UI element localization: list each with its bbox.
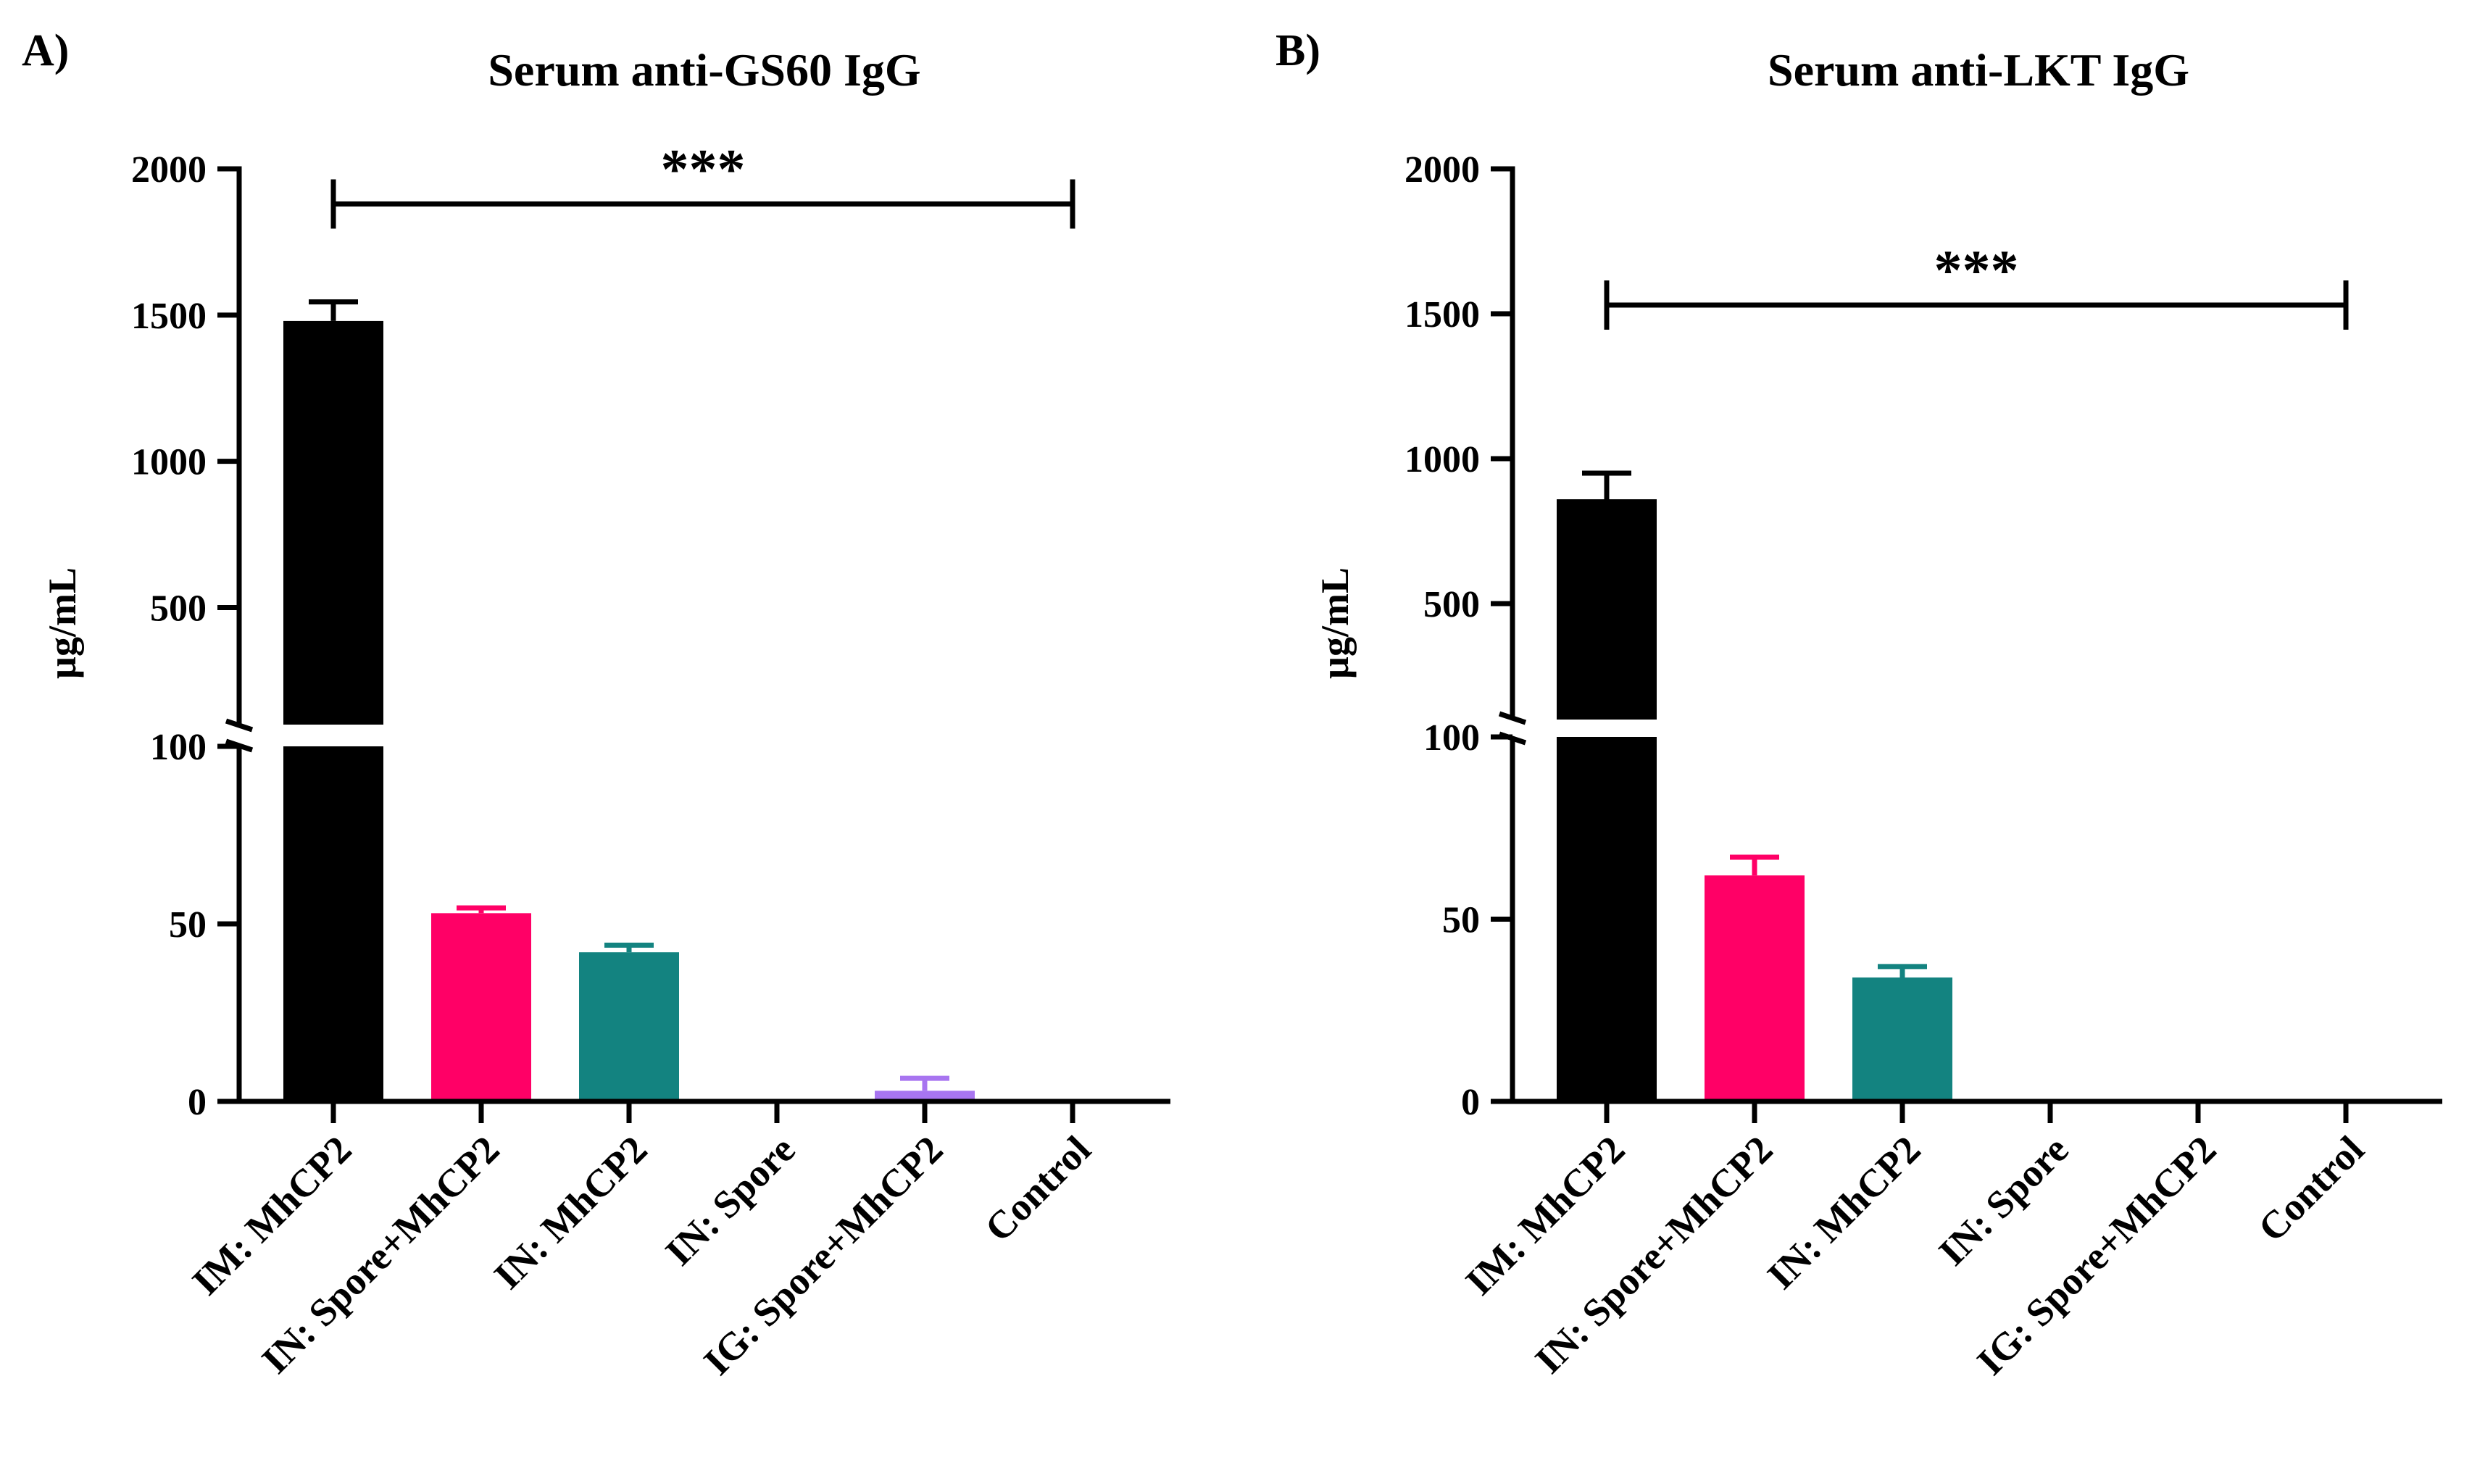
y-tick-label: 50 bbox=[169, 904, 207, 946]
bar bbox=[579, 952, 679, 1101]
x-tick-label: IN: Spore bbox=[657, 1127, 804, 1274]
bars bbox=[1557, 470, 1952, 1101]
y-tick-label: 0 bbox=[1461, 1082, 1480, 1123]
error-bar bbox=[604, 942, 654, 953]
y-tick-label: 1500 bbox=[1404, 294, 1480, 335]
significance-bracket: *** bbox=[330, 137, 1075, 229]
bar-upper-segment bbox=[1557, 499, 1657, 720]
bar bbox=[1852, 977, 1952, 1101]
significance-label: *** bbox=[1934, 238, 2019, 301]
error-bar bbox=[1582, 470, 1631, 499]
panel-a: A) Serum anti-GS60 IgG µg/mL 0 50 100 500 10… bbox=[22, 26, 1170, 1383]
bar bbox=[875, 1091, 975, 1101]
panel-label: A) bbox=[22, 26, 69, 75]
error-bar bbox=[1730, 854, 1779, 876]
bar bbox=[1705, 875, 1805, 1101]
y-tick-label: 500 bbox=[1423, 584, 1480, 625]
error-bar bbox=[309, 299, 358, 321]
bar bbox=[431, 913, 531, 1101]
significance-line bbox=[1604, 280, 2349, 330]
y-tick-label: 1000 bbox=[1404, 439, 1480, 480]
y-tick-label: 0 bbox=[188, 1082, 207, 1123]
x-tick-label: IN: MhCP2 bbox=[486, 1127, 655, 1297]
error-bar bbox=[900, 1075, 949, 1091]
y-axis-label: µg/mL bbox=[41, 567, 84, 679]
y-ticks: 0 50 100 500 1000 1500 2000 bbox=[1404, 149, 1512, 1123]
x-tick-label: Control bbox=[976, 1127, 1099, 1250]
y-tick-label: 1500 bbox=[131, 296, 207, 337]
bars bbox=[283, 299, 975, 1101]
y-tick-label: 2000 bbox=[1404, 149, 1480, 191]
x-tick-label: IN: MhCP2 bbox=[1759, 1127, 1928, 1297]
panel-b: B) Serum anti-LKT IgG µg/mL 0 50 100 500 100… bbox=[1275, 26, 2442, 1383]
bar-upper-segment bbox=[283, 320, 383, 725]
y-tick-label: 1000 bbox=[131, 442, 207, 483]
bar bbox=[283, 746, 383, 1101]
significance-label: *** bbox=[661, 137, 746, 200]
y-axis-label: µg/mL bbox=[1313, 567, 1357, 679]
chart-title: Serum anti-GS60 IgG bbox=[488, 44, 920, 96]
y-tick-label: 500 bbox=[150, 588, 207, 630]
bar bbox=[1557, 737, 1657, 1101]
y-tick-label: 2000 bbox=[131, 149, 207, 191]
x-tick-label: Control bbox=[2250, 1127, 2372, 1250]
significance-line bbox=[330, 179, 1075, 229]
significance-bracket: *** bbox=[1604, 238, 2349, 330]
y-tick-label: 50 bbox=[1442, 900, 1480, 941]
y-tick-label: 100 bbox=[150, 727, 207, 768]
error-bar bbox=[457, 905, 506, 914]
x-tick-label: IN: Spore bbox=[1931, 1127, 2077, 1274]
y-ticks: 0 50 100 500 1000 1500 2000 bbox=[131, 149, 239, 1123]
y-tick-label: 100 bbox=[1423, 717, 1480, 759]
panel-label: B) bbox=[1275, 26, 1320, 75]
chart-title: Serum anti-LKT IgG bbox=[1768, 44, 2189, 96]
error-bar bbox=[1878, 964, 1927, 977]
